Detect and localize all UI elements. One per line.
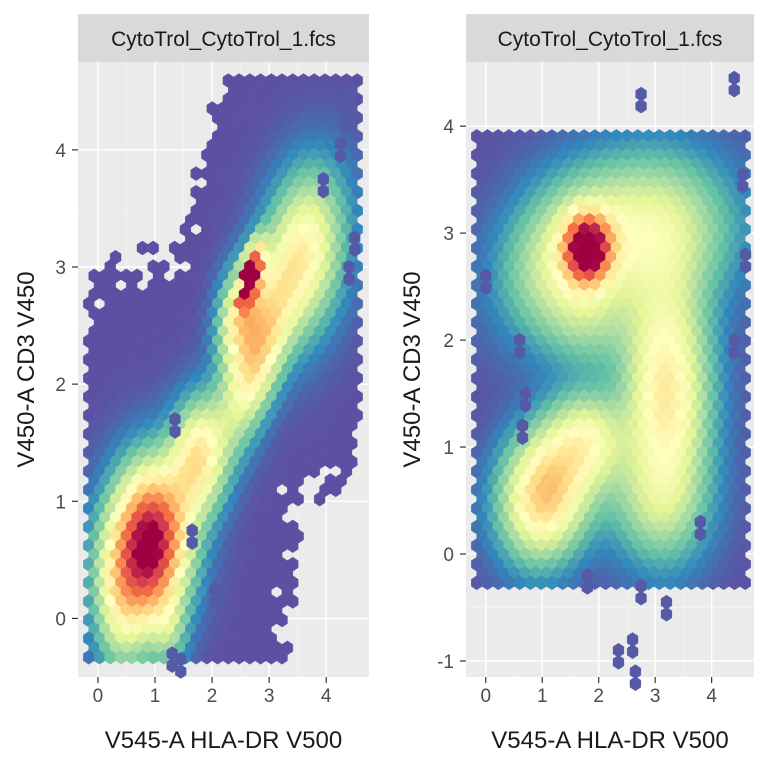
y-tick-label: 4 — [443, 117, 454, 138]
x-tick-label: 0 — [480, 686, 491, 707]
x-tick-label: 3 — [650, 686, 661, 707]
facet-label-left: CytoTrol_CytoTrol_1.fcs — [111, 28, 336, 51]
hexbin-cell — [276, 612, 288, 628]
facet-label-right: CytoTrol_CytoTrol_1.fcs — [498, 28, 723, 51]
hexbin-cell — [313, 491, 326, 507]
facet-strip-right — [466, 14, 754, 62]
y-tick-label: -1 — [437, 652, 454, 673]
hexbin-cell — [728, 82, 740, 98]
x-axis-title-left: V545-A HLA-DR V500 — [105, 727, 342, 754]
y-axis-title-right: V450-A CD3 V450 — [399, 271, 426, 467]
hexbin-cell — [292, 491, 304, 507]
hexbin-cell — [660, 606, 673, 622]
x-tick-label: 0 — [93, 686, 104, 707]
hexbin-cell — [629, 676, 642, 692]
facet-strip-left — [78, 14, 369, 62]
hexbin-cell — [147, 240, 159, 256]
hexbin-cell — [728, 344, 740, 360]
hexbin-cell — [480, 280, 492, 296]
y-tick-label: 0 — [443, 545, 454, 566]
y-tick-label: 0 — [55, 609, 66, 630]
hexbin-cell — [739, 575, 751, 591]
x-tick-label: 2 — [593, 686, 604, 707]
hexbin-cell — [308, 463, 320, 479]
y-tick-label: 2 — [443, 331, 454, 352]
hexbin-cell — [317, 183, 329, 199]
axis-ticks-left: 0 1 2 3 4 0 1 2 3 4 — [55, 141, 331, 707]
y-tick-label: 2 — [55, 375, 66, 396]
hexbin-cell — [737, 179, 749, 194]
hexbin-cell — [175, 664, 187, 679]
hexbin-cell — [635, 590, 647, 606]
hexbin-cell — [516, 430, 529, 446]
hexbin-cell — [346, 96, 358, 111]
hexbin-cell — [287, 594, 299, 609]
y-tick-label: 4 — [55, 141, 66, 162]
hexbin-cell — [169, 424, 181, 439]
hexbin-cell — [334, 148, 347, 164]
x-tick-label: 4 — [706, 686, 717, 707]
hexbin-cell — [612, 655, 625, 670]
hexbin-cell — [287, 538, 299, 553]
y-tick-label: 1 — [443, 438, 454, 459]
hexbin-cell — [626, 644, 639, 659]
hexbin-cell — [343, 271, 355, 287]
hexbin-cell — [209, 593, 221, 609]
hexbin-layer-right — [471, 70, 752, 692]
panel-left: CytoTrol_CytoTrol_1.fcs 0 1 2 3 4 0 1 2 3 4 V545-… — [13, 14, 369, 754]
hexbin-cell — [739, 259, 752, 274]
hexbin-cell — [519, 398, 531, 413]
hexbin-cell — [330, 482, 342, 498]
x-tick-label: 4 — [321, 686, 332, 707]
y-tick-label: 3 — [443, 224, 454, 245]
hexbin-cell — [349, 242, 361, 258]
hexbin-cell — [694, 526, 706, 542]
x-tick-label: 1 — [150, 686, 161, 707]
y-tick-label: 1 — [55, 492, 66, 513]
hexbin-layer-left — [83, 73, 363, 679]
y-axis-title-left: V450-A CD3 V450 — [13, 271, 40, 467]
x-tick-label: 1 — [537, 686, 548, 707]
hexbin-cell — [186, 535, 198, 550]
x-tick-label: 3 — [264, 686, 275, 707]
hexbin-cell — [340, 119, 352, 135]
hexbin-cell — [276, 649, 288, 665]
y-tick-label: 3 — [55, 258, 66, 279]
panel-right: CytoTrol_CytoTrol_1.fcs 0 1 2 3 4 -1 0 1 2 3 4 V54… — [399, 14, 754, 754]
axis-ticks-right: 0 1 2 3 4 -1 0 1 2 3 4 — [437, 117, 717, 707]
x-axis-title-right: V545-A HLA-DR V500 — [491, 727, 728, 754]
x-tick-label: 2 — [207, 686, 218, 707]
hexbin-cell — [514, 344, 526, 360]
hexbin-cell — [581, 580, 594, 595]
hexbin-cell — [635, 98, 647, 114]
